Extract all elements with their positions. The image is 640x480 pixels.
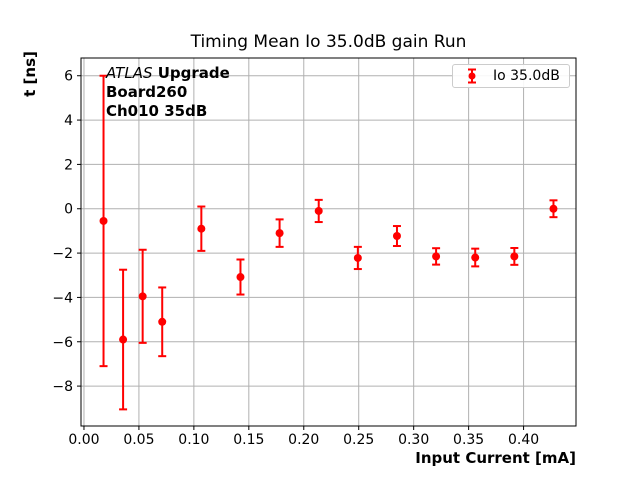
y-tick-label: −8: [52, 379, 73, 395]
annotation-experiment: ATLAS: [106, 64, 153, 82]
plot-border: [80, 57, 577, 427]
x-tick-label: 0.05: [123, 432, 154, 448]
data-point: [236, 273, 245, 282]
y-tick-label: 2: [64, 157, 73, 173]
annotation-board: Board260: [106, 83, 188, 101]
data-point: [314, 206, 323, 215]
y-tick-label: 6: [64, 69, 73, 85]
annotation-line-1: ATLAS Upgrade: [106, 64, 230, 83]
chart-title: Timing Mean Io 35.0dB gain Run: [190, 32, 467, 52]
x-tick-label: 0.30: [398, 432, 429, 448]
x-tick-label: 0.20: [288, 432, 319, 448]
y-tick-label: −4: [52, 290, 73, 306]
y-tick-label: −6: [52, 335, 73, 351]
data-point: [99, 216, 108, 225]
y-tick-label: 4: [64, 113, 73, 129]
data-point: [275, 229, 284, 238]
x-tick-label: 0.00: [68, 432, 99, 448]
data-point: [353, 253, 362, 262]
errorbar-marker-icon: [468, 68, 476, 84]
annotation-channel: Ch010 35dB: [106, 102, 208, 120]
x-axis-label: Input Current [mA]: [415, 449, 576, 467]
data-point: [392, 232, 401, 241]
annotation-upgrade: Upgrade: [157, 64, 230, 82]
data-point: [197, 224, 206, 233]
data-point: [510, 252, 519, 261]
y-tick-label: −2: [52, 246, 73, 262]
data-point: [138, 292, 147, 301]
data-point: [471, 253, 480, 262]
x-tick-label: 0.10: [178, 432, 209, 448]
data-point: [432, 252, 441, 261]
y-axis-label: t [ns]: [21, 51, 39, 97]
annotation: ATLAS Upgrade Board260 Ch010 35dB: [106, 64, 230, 121]
x-tick-label: 0.35: [453, 432, 484, 448]
legend: Io 35.0dB: [452, 64, 570, 88]
data-point: [158, 317, 167, 326]
data-point: [119, 335, 128, 344]
y-tick-label: 0: [64, 202, 73, 218]
x-tick-label: 0.25: [343, 432, 374, 448]
x-tick-label: 0.40: [508, 432, 539, 448]
x-tick-label: 0.15: [233, 432, 264, 448]
data-point: [549, 204, 558, 213]
legend-label: Io 35.0dB: [493, 68, 560, 84]
